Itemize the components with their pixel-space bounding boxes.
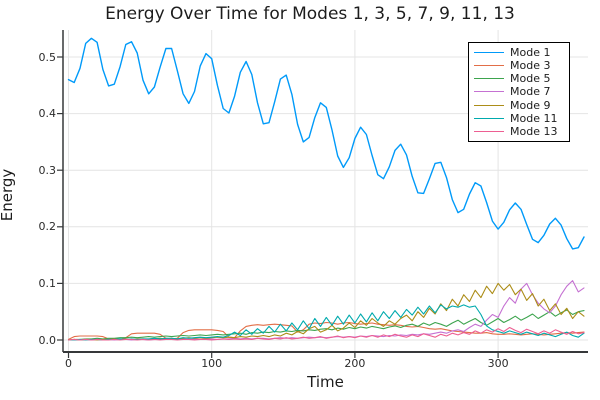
x-tick-label: 300 xyxy=(487,357,509,370)
legend-entry: Mode 11 xyxy=(474,112,565,125)
series-line-mode-7 xyxy=(67,280,585,341)
series-line-mode-1 xyxy=(67,37,585,250)
legend-label: Mode 11 xyxy=(510,111,558,125)
legend-line-sample xyxy=(474,52,504,54)
series-line-mode-13 xyxy=(67,326,585,341)
legend-line-sample xyxy=(474,65,504,67)
legend-entry: Mode 13 xyxy=(474,125,565,138)
legend-entry: Mode 9 xyxy=(474,99,565,112)
legend-line-sample xyxy=(474,130,504,132)
y-tick-label: 0.1 xyxy=(38,276,57,290)
x-tick-label: 200 xyxy=(344,357,366,370)
legend-line-sample xyxy=(474,91,504,93)
legend: Mode 1 Mode 3 Mode 5 Mode 7 Mode 9 Mode 11 Mod… xyxy=(468,42,570,142)
series-line-mode-5 xyxy=(67,309,585,341)
legend-entry: Mode 1 xyxy=(474,46,565,59)
legend-line-sample xyxy=(474,117,504,119)
legend-entry: Mode 7 xyxy=(474,85,565,98)
legend-label: Mode 7 xyxy=(510,85,551,99)
legend-label: Mode 5 xyxy=(510,72,551,86)
legend-label: Mode 3 xyxy=(510,59,551,73)
series-line-mode-3 xyxy=(67,321,585,340)
legend-label: Mode 9 xyxy=(510,98,551,112)
x-tick-label: 100 xyxy=(201,357,223,370)
legend-line-sample xyxy=(474,78,504,80)
legend-label: Mode 13 xyxy=(510,124,558,138)
chart-title: Energy Over Time for Modes 1, 3, 5, 7, 9… xyxy=(105,4,515,24)
x-tick-label: 0 xyxy=(65,357,72,370)
legend-entry: Mode 3 xyxy=(474,59,565,72)
y-tick-label: 0.2 xyxy=(38,220,57,234)
legend-entry: Mode 5 xyxy=(474,72,565,85)
y-tick-label: 0.4 xyxy=(38,107,57,121)
y-tick-label: 0.0 xyxy=(38,333,57,347)
series-line-mode-11 xyxy=(67,304,585,341)
x-axis-label: Time xyxy=(307,373,344,391)
legend-label: Mode 1 xyxy=(510,46,551,60)
y-tick-label: 0.5 xyxy=(38,50,57,64)
y-tick-label: 0.3 xyxy=(38,163,57,177)
legend-line-sample xyxy=(474,104,504,106)
